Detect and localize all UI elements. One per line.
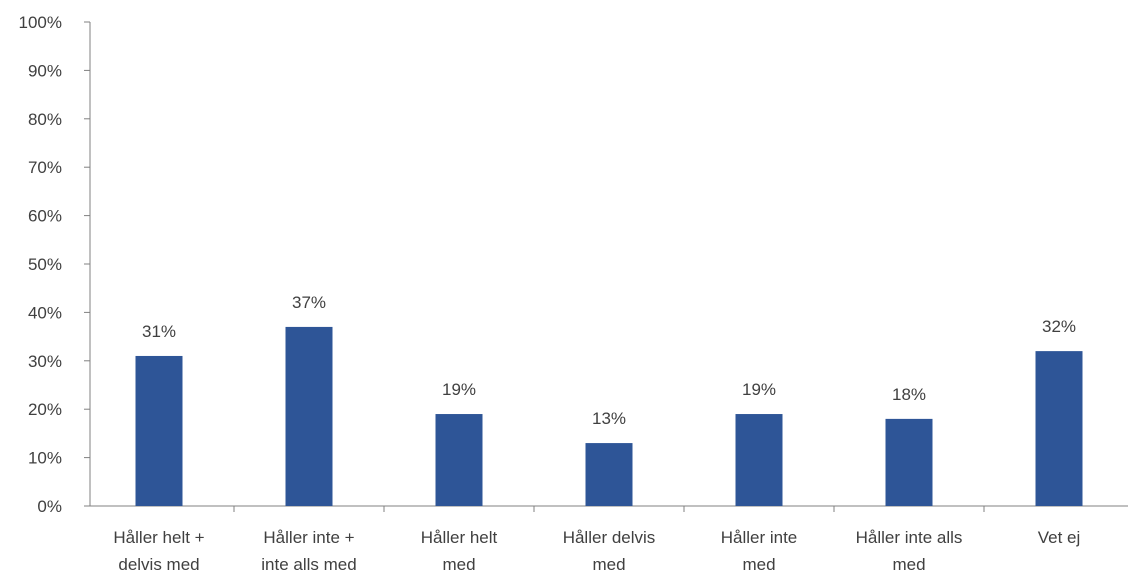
category-label: med — [592, 555, 625, 574]
bars — [135, 326, 1083, 506]
y-tick-label: 70% — [28, 158, 62, 177]
bar — [135, 355, 183, 506]
data-label: 31% — [142, 322, 176, 341]
y-tick-label: 60% — [28, 207, 62, 226]
category-label: med — [442, 555, 475, 574]
data-label: 18% — [892, 385, 926, 404]
data-labels: 31% 37% 19% 13% 19% 18% 32% — [142, 293, 1076, 428]
category-label: delvis med — [118, 555, 199, 574]
y-tick-label: 90% — [28, 61, 62, 80]
category-label: Vet ej — [1038, 528, 1081, 547]
bar — [735, 414, 783, 506]
category-label: med — [892, 555, 925, 574]
y-tick-label: 100% — [19, 13, 62, 32]
y-axis: 0% 10% 20% 30% 40% 50% 60% 70% 80% 90% 100% — [19, 13, 91, 516]
y-tick-label: 0% — [37, 497, 62, 516]
category-label: Håller inte + — [263, 528, 354, 547]
y-tick-label: 30% — [28, 352, 62, 371]
category-label: Håller helt + — [113, 528, 204, 547]
data-label: 19% — [442, 380, 476, 399]
data-label: 13% — [592, 409, 626, 428]
bar — [1035, 351, 1083, 506]
bar — [285, 326, 333, 506]
bar — [435, 414, 483, 506]
category-labels: Håller helt + delvis med Håller inte + inte… — [113, 528, 1080, 574]
y-tick-label: 20% — [28, 400, 62, 419]
data-label: 32% — [1042, 317, 1076, 336]
x-axis — [90, 505, 1128, 512]
category-label: Håller helt — [421, 528, 498, 547]
bar — [885, 418, 933, 506]
data-label: 19% — [742, 380, 776, 399]
category-label: Håller inte alls — [856, 528, 963, 547]
category-label: med — [742, 555, 775, 574]
data-label: 37% — [292, 293, 326, 312]
y-tick-label: 40% — [28, 303, 62, 322]
category-label: Håller inte — [721, 528, 798, 547]
y-tick-label: 80% — [28, 110, 62, 129]
bar — [585, 443, 633, 506]
category-label: Håller delvis — [563, 528, 656, 547]
y-tick-label: 10% — [28, 449, 62, 468]
y-tick-label: 50% — [28, 255, 62, 274]
category-label: inte alls med — [261, 555, 356, 574]
